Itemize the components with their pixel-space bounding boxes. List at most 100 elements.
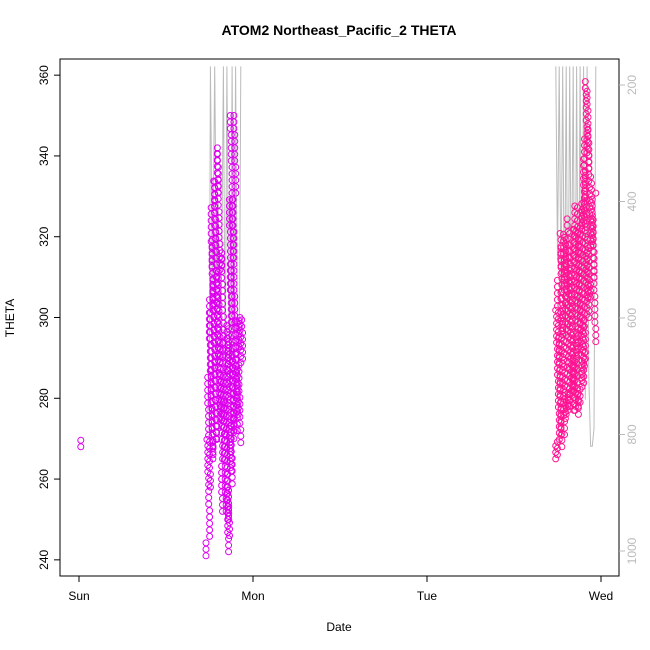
data-point: [209, 430, 217, 438]
data-point: [208, 236, 216, 244]
data-point: [232, 183, 240, 191]
data-point: [592, 338, 600, 346]
data-point: [214, 175, 222, 183]
data-point: [228, 196, 236, 204]
data-point: [580, 349, 588, 357]
x-tick-label: Mon: [241, 589, 264, 603]
data-point: [213, 150, 221, 157]
data-point: [226, 422, 234, 430]
x-tick-label: Tue: [417, 589, 438, 603]
y-axis-label: THETA: [3, 299, 17, 337]
data-point: [556, 230, 564, 237]
x-axis: Sun Mon Tue Wed: [68, 576, 613, 603]
y2-tick-label: 200: [625, 75, 639, 95]
plot-frame: [59, 58, 620, 577]
data-point: [202, 539, 210, 547]
data-point: [563, 215, 571, 223]
data-point: [588, 212, 596, 220]
data-point: [227, 293, 235, 300]
data-point: [226, 196, 233, 204]
data-point: [210, 313, 218, 321]
data-point: [227, 454, 235, 462]
x-tick-label: Sun: [68, 589, 89, 603]
data-point: [580, 317, 587, 325]
data-point: [587, 173, 595, 181]
data-point: [228, 163, 236, 171]
data-point: [562, 236, 570, 244]
data-point: [215, 214, 223, 222]
data-point: [207, 204, 215, 212]
data-point: [239, 329, 247, 337]
data-point: [207, 365, 215, 373]
y-tick-label: 280: [37, 388, 51, 408]
data-point: [216, 240, 224, 248]
data-point: [591, 293, 599, 300]
data-point: [211, 345, 219, 353]
data-point: [77, 443, 85, 451]
data-point: [589, 228, 597, 236]
y2-tick-label: 1000: [625, 537, 639, 564]
data-point: [220, 313, 227, 321]
data-point: [202, 552, 210, 560]
data-point: [210, 177, 218, 185]
y-tick-label: 320: [37, 226, 51, 246]
y-tick-label: 240: [37, 550, 51, 570]
data-point: [588, 196, 596, 204]
points-layer: [77, 78, 600, 560]
data-point: [590, 286, 598, 294]
data-point: [237, 432, 245, 440]
data-point: [225, 535, 233, 543]
y-tick-label: 300: [37, 307, 51, 327]
y-tick-label: 260: [37, 469, 51, 489]
data-point: [205, 406, 213, 414]
data-point: [226, 228, 234, 236]
data-point: [574, 410, 582, 418]
data-point: [571, 357, 579, 365]
data-point: [592, 189, 600, 197]
data-point: [209, 280, 217, 288]
data-point: [232, 349, 239, 357]
data-point: [231, 293, 239, 300]
data-point: [206, 507, 214, 515]
data-point: [216, 333, 224, 341]
data-point: [218, 255, 226, 262]
data-point: [583, 87, 591, 95]
data-point: [206, 438, 213, 446]
data-point: [576, 385, 584, 393]
data-point: [228, 473, 236, 481]
data-point: [590, 280, 598, 288]
data-point: [582, 91, 590, 98]
data-point: [212, 228, 220, 236]
y2-tick-label: 800: [625, 424, 639, 444]
data-point: [209, 268, 217, 276]
data-point: [209, 442, 217, 450]
data-point: [581, 78, 589, 86]
data-point: [202, 545, 210, 553]
data-point: [206, 532, 214, 540]
data-point: [590, 260, 598, 268]
y-axis: 240 260 280 300 320 340 360: [37, 65, 60, 570]
data-point: [553, 276, 561, 284]
x-axis-label: Date: [326, 620, 352, 634]
data-point: [592, 325, 600, 333]
y2-tick-label: 600: [625, 308, 639, 328]
data-point: [585, 151, 593, 159]
data-point: [229, 389, 237, 397]
data-point: [588, 179, 595, 187]
altitude-line-layer: [207, 66, 597, 447]
data-point: [592, 331, 600, 339]
data-point: [232, 189, 240, 197]
data-point: [237, 426, 245, 434]
y-tick-label: 340: [37, 146, 51, 166]
data-point: [208, 398, 216, 405]
data-point: [232, 170, 240, 178]
data-point: [584, 107, 592, 115]
data-point: [226, 260, 234, 268]
y-tick-label: 360: [37, 65, 51, 85]
series-2: [552, 78, 600, 463]
chart-title: ATOM2 Northeast_Pacific_2 THETA: [222, 22, 457, 38]
data-point: [206, 520, 214, 527]
data-point: [226, 519, 233, 527]
data-point: [211, 183, 219, 191]
